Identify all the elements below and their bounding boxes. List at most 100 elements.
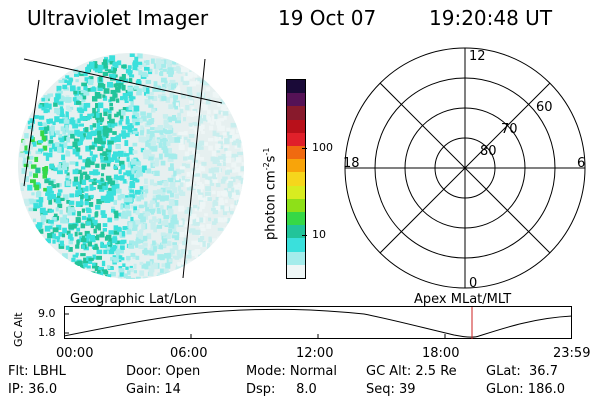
uv-speckle (145, 60, 150, 66)
uv-speckle (224, 147, 228, 152)
uv-speckle (85, 159, 91, 165)
uv-speckle (183, 136, 188, 140)
uv-speckle (38, 228, 44, 234)
uv-speckle (153, 246, 157, 252)
uv-speckle (118, 169, 122, 175)
colorbar-band (287, 172, 305, 186)
uv-speckle (148, 68, 153, 72)
uv-speckle (120, 203, 127, 208)
uv-speckle (129, 181, 135, 185)
uv-speckle (231, 153, 237, 158)
uv-speckle (93, 228, 97, 234)
uv-speckle (160, 160, 166, 166)
uv-speckle (161, 220, 166, 226)
uv-speckle (23, 157, 27, 163)
uv-speckle (72, 123, 79, 129)
uv-speckle (141, 136, 146, 143)
uv-speckle (209, 180, 214, 186)
uv-speckle (201, 89, 205, 96)
uv-speckle (92, 154, 98, 158)
uv-speckle (130, 101, 134, 107)
uv-speckle (34, 199, 40, 205)
uv-speckle (80, 198, 84, 203)
uv-speckle (48, 219, 54, 224)
uv-speckle (156, 64, 161, 69)
uv-speckle (217, 217, 224, 223)
uv-speckle (205, 174, 210, 180)
uv-speckle (80, 133, 86, 138)
uv-speckle (111, 206, 115, 210)
uv-speckle (158, 142, 163, 148)
uv-speckle (36, 191, 41, 195)
uv-speckle (226, 169, 233, 173)
uv-speckle (213, 177, 217, 181)
uv-speckle (88, 257, 94, 261)
uv-speckle (226, 127, 231, 132)
uv-speckle (194, 249, 201, 255)
uv-speckle (194, 173, 200, 177)
uv-speckle (208, 175, 212, 181)
uv-speckle (213, 156, 218, 161)
uv-speckle (191, 81, 196, 87)
uv-speckle (165, 233, 171, 239)
uv-speckle (38, 148, 44, 152)
uv-speckle (179, 191, 186, 196)
uv-speckle (139, 118, 143, 124)
uv-speckle (183, 156, 188, 161)
uv-speckle (138, 234, 144, 240)
uv-speckle (122, 125, 128, 130)
uv-speckle (112, 131, 117, 135)
uv-speckle (175, 168, 182, 175)
uv-speckle (120, 96, 124, 101)
uv-speckle (95, 179, 102, 183)
uv-speckle (103, 125, 109, 132)
uv-speckle (113, 165, 118, 169)
uv-speckle (135, 161, 142, 166)
uv-speckle (115, 79, 121, 85)
uv-speckle (160, 187, 166, 193)
uv-speckle (67, 130, 74, 136)
uv-speckle (104, 198, 111, 203)
uv-speckle (88, 135, 92, 140)
uv-speckle (153, 81, 158, 87)
uv-speckle (66, 230, 71, 235)
uv-speckle (72, 223, 77, 229)
uv-speckle (101, 142, 105, 149)
uv-speckle (24, 176, 29, 183)
uv-speckle (195, 240, 200, 245)
uv-speckle (113, 151, 119, 157)
uv-speckle (65, 245, 70, 250)
uv-speckle (159, 268, 164, 273)
uv-speckle (148, 95, 154, 100)
uv-speckle (166, 205, 173, 211)
uv-speckle (205, 87, 211, 92)
uv-speckle (96, 108, 100, 112)
uv-speckle (177, 268, 182, 272)
uv-speckle (33, 203, 39, 209)
uv-speckle (125, 116, 129, 120)
uv-speckle (138, 245, 145, 249)
uv-speckle (111, 123, 115, 128)
uv-speckle (190, 228, 196, 233)
uv-speckle (77, 184, 82, 190)
uv-speckle (57, 192, 62, 196)
uv-speckle (91, 216, 95, 222)
uv-speckle (119, 76, 125, 81)
uv-speckle (122, 212, 129, 217)
uv-speckle (28, 207, 33, 212)
uv-speckle (91, 141, 98, 148)
uv-speckle (129, 267, 134, 273)
uv-speckle (217, 236, 222, 241)
uv-speckle (89, 125, 93, 130)
uv-speckle (62, 84, 68, 90)
uv-speckle (219, 159, 223, 165)
uv-speckle (160, 232, 166, 236)
uv-speckle (146, 233, 152, 240)
uv-speckle (200, 119, 204, 124)
uv-speckle (53, 102, 58, 107)
uv-speckle (119, 114, 124, 119)
uv-speckle (75, 252, 79, 256)
uv-speckle (173, 97, 177, 103)
uv-speckle (38, 183, 42, 189)
